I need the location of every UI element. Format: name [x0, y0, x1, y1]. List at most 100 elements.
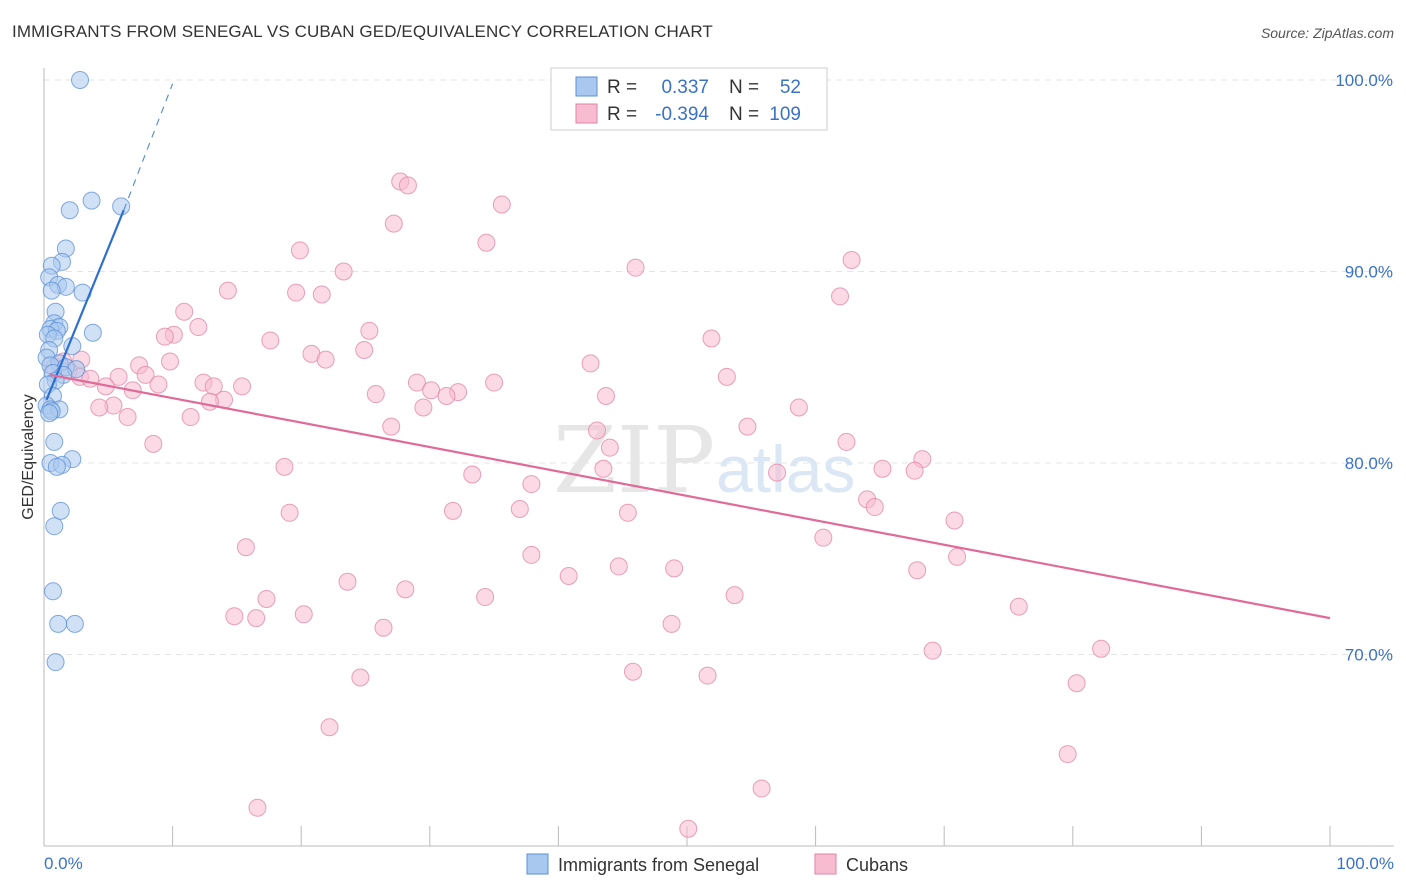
cuban-point	[492, 195, 511, 214]
cuban-point	[280, 503, 299, 522]
senegal-point	[83, 323, 102, 342]
cuban-point	[144, 434, 163, 453]
cuban-point	[768, 463, 787, 482]
cuban-point	[1092, 639, 1111, 658]
legend-n-label-senegal: N =	[729, 77, 759, 98]
cuban-point	[109, 367, 128, 386]
cuban-point	[360, 321, 379, 340]
legend-r-label-senegal: R =	[607, 77, 637, 98]
senegal-point	[42, 281, 61, 300]
cubans-trendline	[50, 373, 1331, 620]
y-tick-label: 80.0%	[1345, 454, 1393, 473]
cuban-point	[662, 614, 681, 633]
cuban-point	[1067, 674, 1086, 693]
cuban-point	[407, 373, 426, 392]
y-tick-labels: 70.0% 80.0% 90.0% 100.0%	[1335, 71, 1393, 665]
cuban-point	[814, 528, 833, 547]
cuban-point	[908, 561, 927, 580]
cuban-point	[161, 352, 180, 371]
senegal-trendline	[45, 209, 125, 401]
cuban-point	[312, 285, 331, 304]
cuban-point	[665, 559, 684, 578]
cuban-point	[338, 572, 357, 591]
cuban-point	[218, 281, 237, 300]
gridlines	[44, 79, 1394, 655]
cuban-point	[320, 718, 339, 737]
cuban-point	[287, 283, 306, 302]
cuban-point	[118, 408, 137, 427]
cuban-point	[476, 588, 495, 607]
legend-n-label-cubans: N =	[729, 104, 759, 125]
cuban-point	[752, 779, 771, 798]
cuban-point	[789, 398, 808, 417]
chart-title: IMMIGRANTS FROM SENEGAL VS CUBAN GED/EQU…	[12, 22, 713, 41]
senegal-point	[65, 614, 84, 633]
legend-n-value-senegal: 52	[780, 77, 801, 98]
cuban-point	[837, 432, 856, 451]
senegal-point	[60, 201, 79, 220]
x-tick-label-max: 100.0%	[1336, 854, 1394, 873]
cuban-point	[398, 176, 417, 195]
cuban-point	[374, 618, 393, 637]
series-legend: Immigrants from Senegal Cubans	[526, 853, 908, 875]
cuban-point	[189, 318, 208, 337]
cuban-point	[225, 607, 244, 626]
cuban-point	[717, 367, 736, 386]
cuban-point	[596, 386, 615, 405]
cuban-point	[355, 341, 374, 360]
bottom-legend-label-senegal: Immigrants from Senegal	[558, 855, 759, 875]
cuban-point	[510, 499, 529, 518]
legend-swatch-senegal	[575, 76, 598, 97]
cuban-point	[594, 459, 613, 478]
senegal-point	[45, 432, 64, 451]
bottom-legend-swatch-senegal	[526, 853, 549, 875]
senegal-point	[112, 197, 131, 216]
senegal-point	[44, 582, 63, 601]
cuban-point	[290, 241, 309, 260]
x-tick-label-min: 0.0%	[44, 854, 83, 873]
cuban-point	[316, 350, 335, 369]
watermark-zip: ZIP	[553, 407, 715, 514]
cuban-point	[248, 798, 267, 817]
legend-r-label-cubans: R =	[607, 104, 637, 125]
cuban-point	[236, 538, 255, 557]
cuban-point	[873, 459, 892, 478]
cuban-point	[1058, 745, 1077, 764]
cuban-point	[623, 662, 642, 681]
cuban-point	[351, 668, 370, 687]
cuban-point	[247, 609, 266, 628]
cuban-point	[384, 214, 403, 233]
cuban-point	[294, 605, 313, 624]
legend-swatch-cubans	[575, 103, 598, 124]
cuban-point	[477, 233, 496, 252]
cuban-point	[679, 819, 698, 838]
watermark-atlas: atlas	[716, 432, 855, 506]
y-tick-label: 90.0%	[1345, 263, 1393, 282]
cuban-point	[257, 589, 276, 608]
cuban-point	[366, 385, 385, 404]
cuban-point	[522, 475, 541, 494]
cuban-point	[587, 421, 606, 440]
cuban-point	[155, 327, 174, 346]
cuban-point	[175, 302, 194, 321]
cuban-point	[181, 408, 200, 427]
senegal-point	[45, 517, 64, 536]
cuban-point	[522, 545, 541, 564]
senegal-point	[51, 501, 70, 520]
cuban-point	[463, 465, 482, 484]
cuban-point	[90, 398, 109, 417]
cuban-point	[626, 258, 645, 277]
chart-source: Source: ZipAtlas.com	[1260, 25, 1394, 41]
cuban-point	[842, 251, 861, 270]
senegal-point	[46, 653, 65, 672]
correlation-legend: R = 0.337 N = 52 R = -0.394 N = 109	[550, 67, 828, 131]
bottom-legend-label-cubans: Cubans	[846, 855, 908, 875]
cuban-point	[698, 666, 717, 685]
senegal-point	[47, 457, 66, 476]
y-tick-label: 100.0%	[1335, 71, 1393, 90]
cuban-point	[618, 503, 637, 522]
cuban-point	[948, 547, 967, 566]
cuban-point	[149, 375, 168, 394]
cuban-point	[275, 457, 294, 476]
